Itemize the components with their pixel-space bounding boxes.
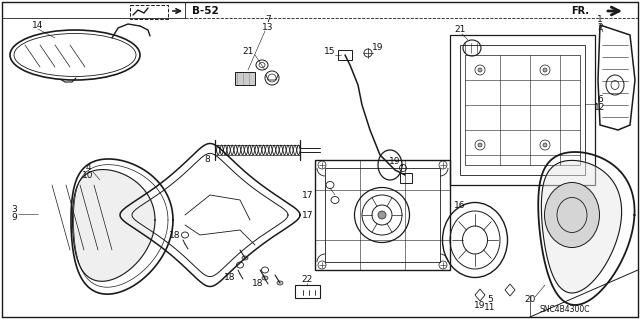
Text: 15: 15 (324, 48, 336, 56)
Text: 20: 20 (524, 295, 536, 305)
Text: 10: 10 (83, 172, 93, 181)
Text: 22: 22 (301, 276, 312, 285)
Ellipse shape (545, 182, 600, 248)
Ellipse shape (478, 68, 482, 72)
Text: 7: 7 (265, 16, 271, 25)
Text: 18: 18 (252, 278, 264, 287)
Ellipse shape (543, 68, 547, 72)
Text: 1: 1 (597, 16, 603, 25)
Ellipse shape (478, 143, 482, 147)
Text: SNC4B4300C: SNC4B4300C (540, 306, 590, 315)
Text: 11: 11 (484, 303, 496, 313)
Polygon shape (72, 169, 155, 281)
Text: 14: 14 (32, 20, 44, 29)
Text: 13: 13 (262, 23, 274, 32)
Text: 3: 3 (11, 205, 17, 214)
Text: B-52: B-52 (191, 6, 218, 16)
Text: 8: 8 (204, 155, 210, 165)
Text: 2: 2 (597, 24, 603, 33)
Text: 12: 12 (595, 103, 605, 113)
Text: 18: 18 (169, 231, 180, 240)
Polygon shape (541, 160, 621, 293)
Text: 16: 16 (454, 201, 466, 210)
Ellipse shape (242, 256, 248, 260)
Text: 17: 17 (302, 190, 314, 199)
Text: 19: 19 (389, 158, 401, 167)
Text: 21: 21 (243, 48, 253, 56)
Text: 9: 9 (11, 213, 17, 222)
Polygon shape (235, 72, 255, 85)
Text: 21: 21 (454, 26, 466, 34)
Ellipse shape (277, 281, 283, 285)
Text: FR.: FR. (571, 6, 589, 16)
Text: 17: 17 (302, 211, 314, 219)
Text: 4: 4 (85, 164, 91, 173)
Text: 19: 19 (372, 43, 384, 53)
Text: 19: 19 (474, 300, 486, 309)
Text: 18: 18 (224, 273, 236, 283)
Ellipse shape (262, 276, 268, 280)
Text: 6: 6 (597, 95, 603, 105)
Ellipse shape (543, 143, 547, 147)
Ellipse shape (378, 211, 386, 219)
Text: 5: 5 (487, 295, 493, 305)
